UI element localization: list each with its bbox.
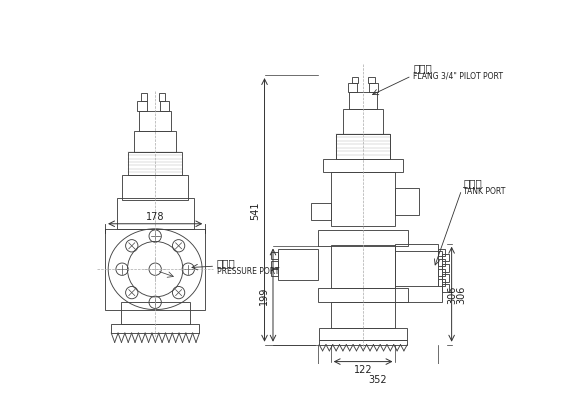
Bar (160, 101, 169, 112)
Text: PRESSURE PORT: PRESSURE PORT (217, 267, 279, 276)
Text: 178: 178 (146, 212, 164, 222)
Bar (128, 153, 182, 176)
Bar (369, 84, 378, 93)
Bar (331, 173, 395, 227)
Bar (368, 78, 375, 84)
Bar (438, 260, 445, 266)
Bar (271, 270, 279, 276)
Text: 306: 306 (448, 285, 458, 303)
Bar (279, 249, 318, 280)
Bar (135, 132, 176, 153)
Text: 壓力口: 壓力口 (217, 258, 236, 267)
Text: 541: 541 (251, 201, 261, 220)
Bar (441, 284, 449, 292)
Bar (138, 101, 147, 112)
Bar (319, 340, 407, 345)
Bar (271, 253, 279, 260)
Text: 引導孔: 引導孔 (413, 63, 432, 73)
Bar (318, 288, 408, 302)
Bar (331, 246, 395, 288)
Bar (271, 261, 279, 268)
Bar (441, 254, 449, 262)
Bar (395, 244, 438, 286)
Bar (331, 302, 395, 329)
Bar (111, 324, 199, 333)
Text: TANK PORT: TANK PORT (463, 187, 505, 196)
Bar (438, 279, 445, 286)
Bar (121, 303, 190, 324)
Bar (105, 229, 205, 310)
Bar (117, 199, 194, 229)
Bar (159, 94, 165, 101)
Bar (318, 231, 408, 246)
Text: 回油口: 回油口 (463, 178, 482, 188)
Bar (122, 176, 188, 200)
Bar (311, 204, 331, 220)
Text: 199: 199 (259, 286, 269, 305)
Bar (441, 264, 449, 272)
Bar (141, 94, 147, 101)
Text: 122: 122 (354, 364, 373, 374)
Bar (438, 270, 445, 276)
Bar (438, 249, 445, 256)
Bar (349, 93, 377, 110)
Text: FLANG 3/4" PILOT PORT: FLANG 3/4" PILOT PORT (413, 71, 503, 80)
Bar (343, 110, 383, 135)
Bar (139, 112, 171, 132)
Text: 352: 352 (369, 374, 388, 384)
Bar (441, 274, 449, 282)
Bar (395, 188, 419, 215)
Bar (395, 252, 441, 302)
Bar (319, 329, 407, 340)
Bar (336, 135, 390, 159)
Bar (347, 84, 357, 93)
Text: 306: 306 (456, 285, 466, 303)
Bar (352, 78, 359, 84)
Bar (323, 159, 403, 173)
Bar (336, 135, 390, 159)
